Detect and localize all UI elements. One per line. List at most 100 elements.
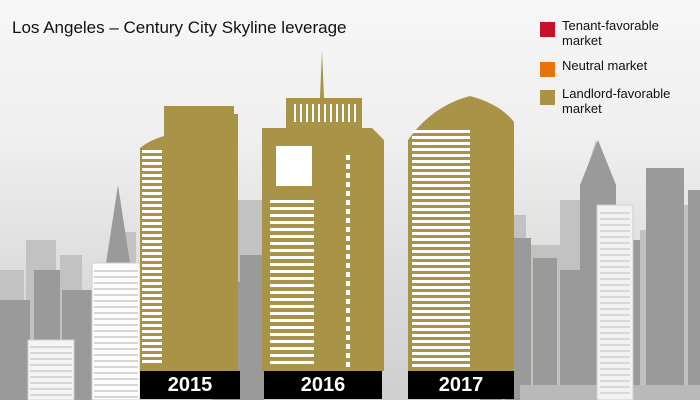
building-window-2016 [346,344,350,349]
building-window-2016 [342,104,344,122]
building-window-2017 [412,262,470,265]
building-window-2017 [412,184,470,187]
white-tower-right-floor [600,326,630,328]
white-tower-right-floor [600,368,630,370]
building-window-2015 [142,180,162,183]
building-2016 [262,50,384,371]
legend-label-landlord: Landlord-favorable market [562,86,671,116]
building-window-2016 [270,235,314,238]
white-tower-right-floor [600,392,630,394]
building-window-2016 [270,242,314,245]
building-window-2016 [324,104,326,122]
building-window-2016 [346,209,350,214]
white-tower-right-floor [600,272,630,274]
white-tower-right-floor [600,230,630,232]
white-low-left-floor [30,352,72,354]
white-tower-left-floor [94,282,138,284]
white-tower-left-floor [94,300,138,302]
building-window-2017 [412,340,470,343]
building-window-2015 [142,270,162,273]
building-window-2016 [346,263,350,268]
building-window-2017 [412,190,470,193]
white-tower-right-floor [600,248,630,250]
building-window-2015 [142,300,162,303]
building-window-2017 [412,154,470,157]
building-body-2015 [140,106,238,371]
building-window-2015 [142,336,162,339]
building-window-2016 [346,335,350,340]
building-feature-window-2016 [276,146,312,186]
building-window-2017 [412,364,470,367]
building-window-2016 [270,298,314,301]
building-window-2016 [346,155,350,160]
white-tower-right-floor [600,302,630,304]
white-tower-left-floor [94,276,138,278]
building-window-2017 [412,256,470,259]
building-window-2016 [354,104,356,122]
building-window-2016 [346,326,350,331]
building-window-2016 [270,291,314,294]
building-window-2016 [346,317,350,322]
building-window-2016 [346,200,350,205]
building-window-2016 [346,182,350,187]
year-buildings [140,50,514,371]
white-tower-left-floor [94,378,138,380]
year-label-2015: 2015 [140,371,240,399]
building-window-2017 [412,358,470,361]
near-spire-1 [105,185,131,270]
building-window-2016 [312,104,314,122]
building-window-2015 [142,222,162,225]
white-tower-right-floor [600,314,630,316]
white-tower-right-floor [600,374,630,376]
building-window-2016 [346,236,350,241]
building-window-2017 [412,172,470,175]
white-low-left-floor [30,370,72,372]
building-window-2016 [346,254,350,259]
building-window-2016 [270,228,314,231]
building-window-2015 [142,264,162,267]
building-window-2016 [348,104,350,122]
building-window-2016 [270,319,314,322]
white-buildings [27,204,634,400]
building-window-2016 [346,290,350,295]
white-tower-right-floor [600,308,630,310]
legend-label-neutral: Neutral market [562,58,648,73]
building-window-2015 [142,216,162,219]
building-window-2016 [346,245,350,250]
building-window-2015 [142,288,162,291]
building-window-2015 [142,204,162,207]
white-tower-right-floor [600,320,630,322]
building-window-2016 [270,347,314,350]
white-tower-right-floor [600,224,630,226]
building-window-2016 [270,340,314,343]
white-tower-left-floor [94,324,138,326]
building-window-2016 [270,207,314,210]
building-window-2015 [142,198,162,201]
building-window-2017 [412,220,470,223]
white-tower-right-floor [600,296,630,298]
building-window-2015 [142,324,162,327]
building-window-2017 [412,130,470,133]
building-window-2015 [142,318,162,321]
white-tower-right-floor [600,254,630,256]
building-window-2016 [270,214,314,217]
building-window-2015 [142,294,162,297]
building-window-2016 [346,308,350,313]
near-building-5 [240,255,264,400]
white-low-left-floor [30,346,72,348]
building-window-2016 [294,104,296,122]
white-tower-left-floor [94,306,138,308]
white-tower-right-floor [600,212,630,214]
building-window-2017 [412,244,470,247]
building-window-2017 [412,322,470,325]
building-window-2015 [142,252,162,255]
white-tower-right-floor [600,350,630,352]
building-window-2017 [412,232,470,235]
building-window-2017 [412,226,470,229]
building-window-2017 [412,160,470,163]
building-window-2017 [412,178,470,181]
building-window-2016 [270,284,314,287]
white-tower-right-floor [600,386,630,388]
